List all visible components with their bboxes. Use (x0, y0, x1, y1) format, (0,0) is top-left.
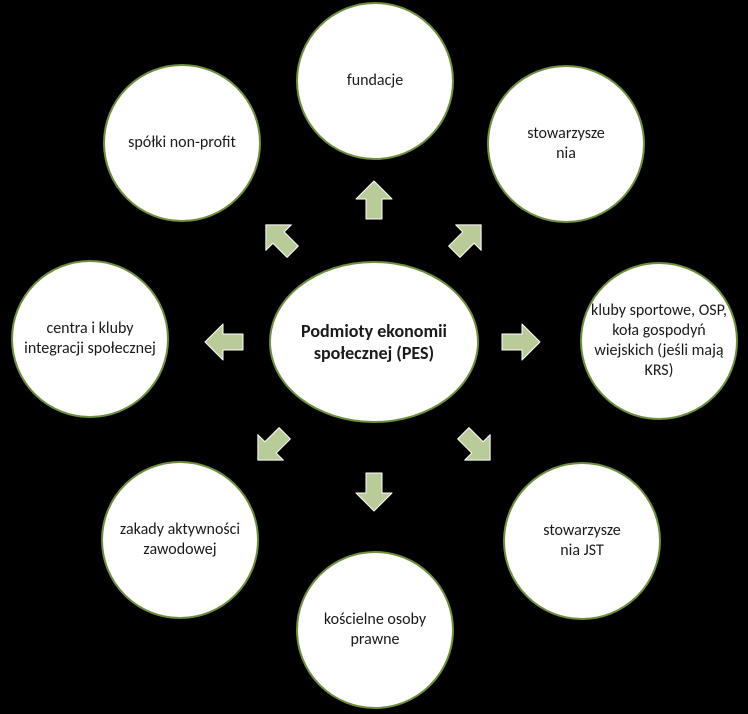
node-centra: centra i kluby integracji społecznej (11, 260, 169, 418)
node-label: kościelne osoby prawne (298, 602, 452, 658)
node-label: kluby sportowe, OSP, koła gospodyń wiejs… (582, 293, 736, 389)
node-label: centra i kluby integracji społecznej (13, 311, 167, 367)
diagram-canvas: fundacje stowarzyszenia kluby sportowe, OS… (0, 0, 748, 714)
node-stowarzyszenia-jst: stowarzyszenia JST (503, 462, 661, 620)
center-label: Podmioty ekonomii społecznej (PES) (271, 312, 477, 373)
node-stowarzyszenia: stowarzyszenia (487, 65, 645, 223)
node-label: spółki non-profit (120, 125, 244, 161)
node-fundacje: fundacje (296, 2, 454, 160)
node-spolki-non-profit: spółki non-profit (103, 64, 261, 222)
node-koscielne: kościelne osoby prawne (296, 551, 454, 709)
node-zakady: zakady aktywności zawodowej (101, 461, 259, 619)
arrow-to-zakady (238, 412, 306, 480)
node-kluby: kluby sportowe, OSP, koła gospodyń wiejs… (580, 262, 738, 420)
arrow-to-fundacje (350, 177, 398, 225)
node-label: stowarzyszenia (519, 116, 612, 172)
arrow-to-kluby (496, 318, 544, 366)
arrow-to-centra (201, 318, 249, 366)
center-node: Podmioty ekonomii społecznej (PES) (269, 261, 479, 423)
node-label: stowarzyszenia JST (535, 513, 628, 569)
arrow-to-stowarzyszenia-jst (442, 412, 510, 480)
node-label: fundacje (339, 63, 411, 99)
node-label: zakady aktywności zawodowej (103, 512, 257, 568)
arrow-to-koscielne (350, 467, 398, 515)
arrow-to-stowarzyszenia (433, 205, 501, 273)
arrow-to-spolki-non-profit (246, 205, 314, 273)
